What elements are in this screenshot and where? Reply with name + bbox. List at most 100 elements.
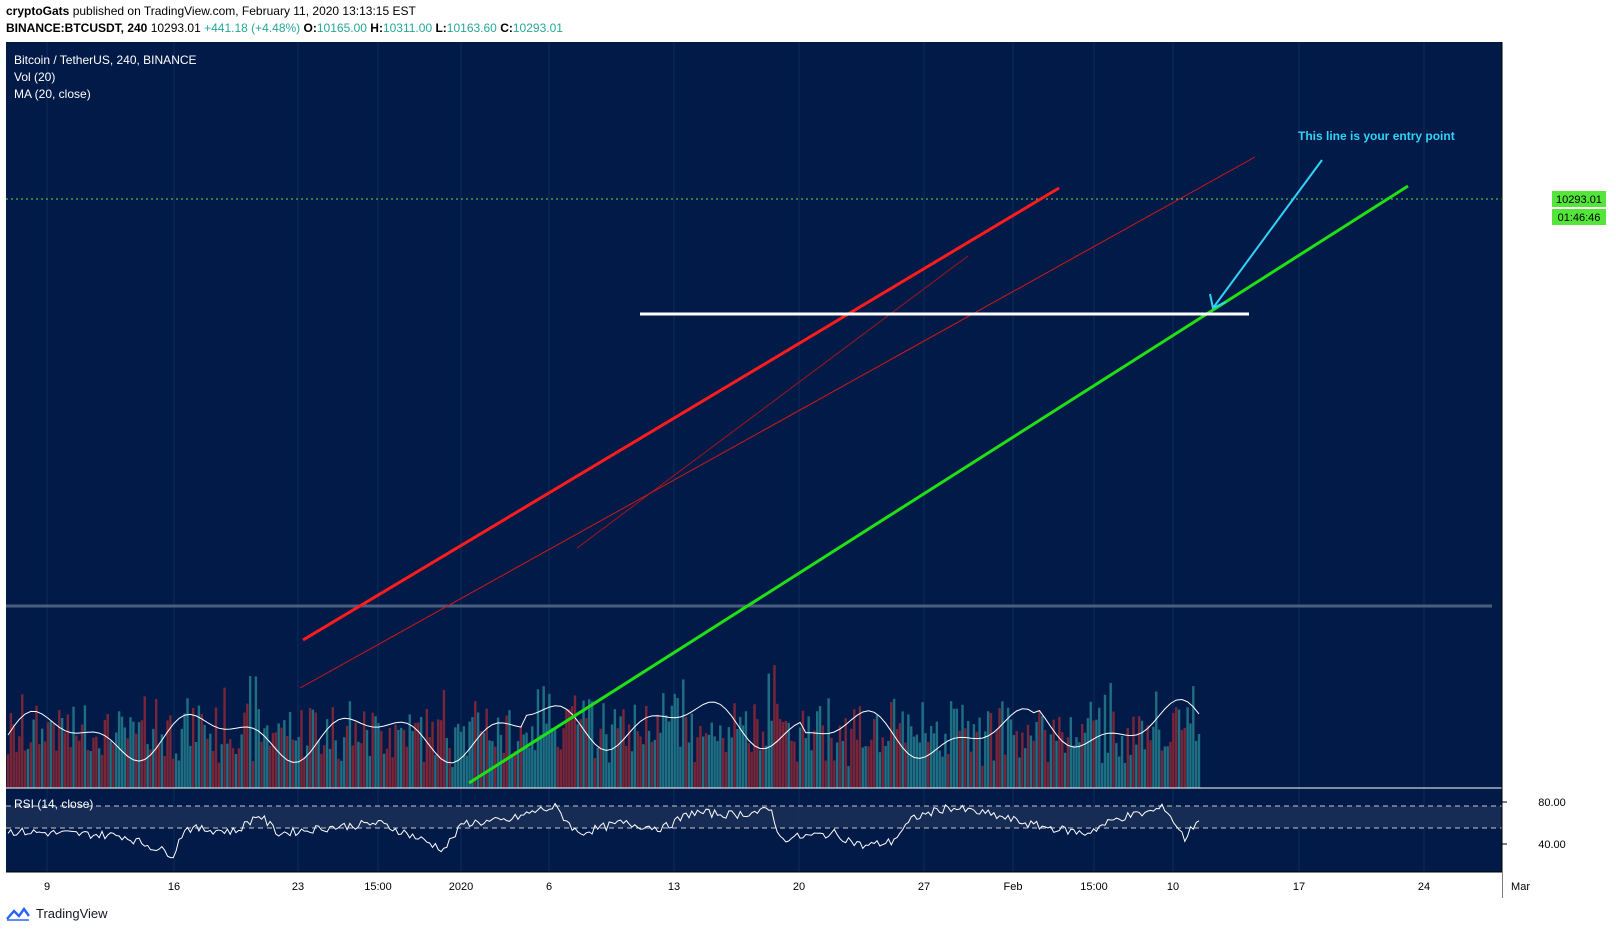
volume-bar xyxy=(49,721,52,788)
annotation-text[interactable]: This line is your entry point xyxy=(1298,129,1455,143)
volume-bar xyxy=(1135,744,1138,788)
volume-bar xyxy=(1118,756,1121,788)
volume-bar xyxy=(354,722,357,788)
volume-bar xyxy=(613,709,617,788)
volume-bar xyxy=(60,717,64,788)
volume-bar xyxy=(693,761,696,788)
high-value: 10311.00 xyxy=(382,21,433,35)
volume-bar xyxy=(402,729,406,788)
volume-bar xyxy=(425,708,429,788)
volume-bar xyxy=(582,700,585,788)
vol-legend[interactable]: Vol (20) xyxy=(14,70,55,84)
volume-bar xyxy=(174,753,178,788)
volume-bar xyxy=(97,748,101,788)
volume-bar xyxy=(704,733,708,788)
volume-bar xyxy=(303,756,306,788)
volume-bar xyxy=(992,760,996,788)
volume-bar xyxy=(1166,746,1169,788)
volume-bar xyxy=(325,719,329,788)
low-value: 10163.60 xyxy=(446,21,497,35)
time-axis-label: Mar xyxy=(1511,881,1530,893)
volume-bar xyxy=(1192,686,1195,788)
volume-bar xyxy=(474,701,477,788)
volume-bar xyxy=(1021,732,1024,788)
price-tag xyxy=(1552,191,1606,207)
volume-bar xyxy=(419,716,423,788)
time-axis-label: 27 xyxy=(918,881,930,893)
volume-bar xyxy=(209,733,212,788)
volume-bar xyxy=(229,739,232,788)
volume-bar xyxy=(798,727,802,788)
volume-bar xyxy=(192,707,195,788)
volume-bar xyxy=(1123,762,1127,788)
volume-bar xyxy=(502,752,505,788)
volume-bar xyxy=(964,728,967,788)
volume-bar xyxy=(1052,719,1055,788)
volume-bar xyxy=(462,726,466,788)
annotation-arrow[interactable] xyxy=(1212,159,1323,309)
volume-bar xyxy=(676,697,679,788)
volume-bar xyxy=(146,744,149,788)
volume-bar xyxy=(622,709,625,788)
volume-bar xyxy=(861,747,864,788)
volume-bar xyxy=(428,737,431,788)
footer-brand[interactable]: TradingView xyxy=(6,906,108,921)
volume-bar xyxy=(699,725,702,788)
volume-bar xyxy=(21,694,24,788)
volume-bar xyxy=(975,731,978,788)
volume-bar xyxy=(294,740,297,788)
volume-bar xyxy=(348,701,352,788)
author-name[interactable]: cryptoGats xyxy=(6,4,70,18)
volume-bar xyxy=(898,723,902,788)
series-title[interactable]: Bitcoin / TetherUS, 240, BINANCE xyxy=(14,53,197,67)
price-axis[interactable] xyxy=(1502,42,1616,872)
ma-legend[interactable]: MA (20, close) xyxy=(14,87,91,101)
volume-bar xyxy=(1066,737,1070,788)
volume-bar xyxy=(345,725,349,788)
volume-bar xyxy=(639,736,642,788)
volume-bar xyxy=(759,750,762,788)
volume-bar xyxy=(756,718,759,788)
volume-bar xyxy=(1100,762,1104,788)
time-axis[interactable] xyxy=(6,872,1502,898)
red-mid-channel-line[interactable] xyxy=(299,156,1256,689)
volume-bar xyxy=(1055,740,1058,788)
volume-bar xyxy=(422,761,426,788)
time-axis-label: Feb xyxy=(1004,881,1023,893)
volume-bar xyxy=(1194,740,1198,788)
volume-bar xyxy=(271,732,275,788)
red-upper-channel-line[interactable] xyxy=(302,186,1060,642)
volume-bar xyxy=(1041,715,1044,788)
volume-bar xyxy=(360,743,363,788)
volume-bar xyxy=(724,752,728,788)
volume-bar xyxy=(26,748,30,788)
volume-bar xyxy=(904,742,907,788)
volume-bar xyxy=(203,724,206,788)
rsi-axis-label: 80.00 xyxy=(1538,797,1566,809)
volume-bar xyxy=(650,741,654,788)
rsi-legend[interactable]: RSI (14, close) xyxy=(14,797,93,811)
volume-bar xyxy=(340,760,343,788)
close-value: 10293.01 xyxy=(512,21,563,35)
volume-bar xyxy=(183,713,186,788)
volume-bar xyxy=(46,722,50,788)
green-support-line[interactable] xyxy=(468,184,1409,785)
volume-bar xyxy=(357,741,360,788)
volume-bar xyxy=(405,746,409,788)
volume-bar xyxy=(1169,741,1172,788)
red-inner-line[interactable] xyxy=(576,255,969,549)
volume-bar xyxy=(1012,735,1015,788)
volume-bar xyxy=(972,724,976,788)
volume-bar xyxy=(1049,734,1053,788)
price-axis-labels: 11400.0011000.0010600.0010000.009800.009… xyxy=(1502,797,1566,851)
volume-bar xyxy=(86,749,89,788)
volume-bar xyxy=(223,687,226,788)
volume-bar xyxy=(901,711,904,788)
volume-bar xyxy=(747,742,751,788)
volume-bar xyxy=(163,755,166,788)
time-axis-labels: 9 16 23 15:00 2020 6 13 20 27 Feb 15:00 10 17 24 Mar xyxy=(44,881,1530,893)
volume-bar xyxy=(1078,742,1081,788)
price-tag-text: 10293.01 xyxy=(1556,194,1602,206)
volume-bar xyxy=(667,721,671,788)
